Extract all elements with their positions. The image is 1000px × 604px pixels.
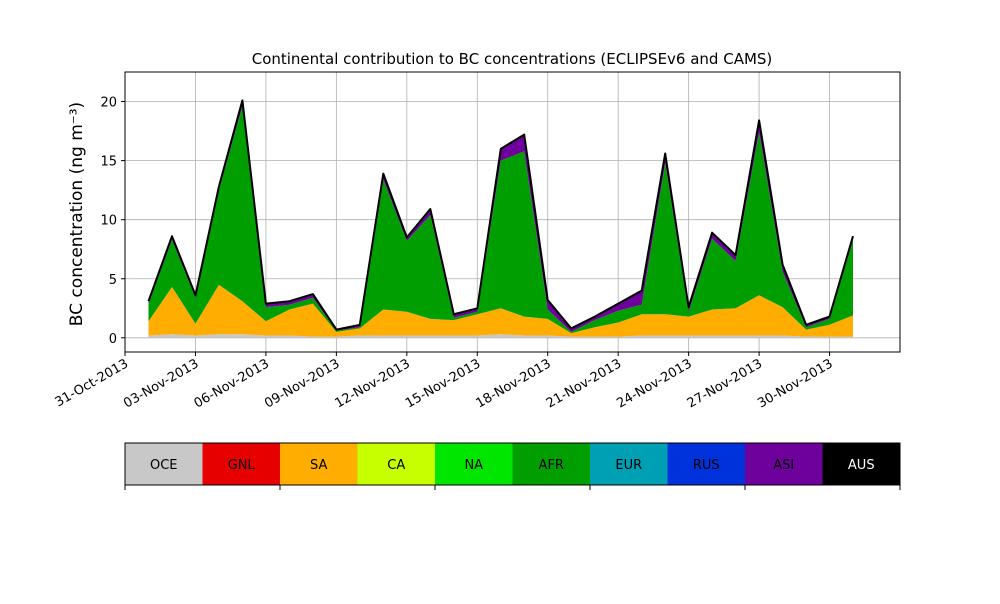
legend-label-na: NA [464,458,483,473]
legend-label-ca: CA [387,458,405,473]
x-tick-label: 12-Nov-2013 [333,356,413,411]
y-axis-ticks: 0 5 10 15 20 [100,96,125,347]
area-oce [148,334,853,338]
legend-swatch-ca [357,443,436,485]
chart-title: Continental contribution to BC concentra… [252,50,773,68]
area-sa [148,284,853,337]
x-tick-label: 18-Nov-2013 [473,356,553,411]
x-tick-label: 31-Oct-2013 [53,356,131,410]
stacked-areas [147,99,854,338]
x-tick-label: 09-Nov-2013 [262,356,342,411]
legend-swatch-afr [512,443,591,485]
x-axis-ticks: 31-Oct-201303-Nov-201306-Nov-201309-Nov-… [53,352,836,411]
y-tick-label: 20 [100,96,117,111]
y-tick-label: 15 [100,155,117,170]
legend-label-rus: RUS [693,458,720,473]
legend-swatch-sa [280,443,358,485]
y-tick-label: 10 [100,214,117,229]
legend-swatch-asi [745,443,823,485]
legend-label-aus: AUS [848,458,875,473]
y-tick-label: 0 [109,332,117,347]
legend-label-asi: ASI [773,458,794,473]
y-axis-label: BC concentration (ng m⁻³) [67,102,87,326]
legend-label-eur: EUR [615,458,642,473]
x-tick-label: 03-Nov-2013 [121,356,201,411]
total-line [147,99,854,331]
legend-label-sa: SA [310,458,327,473]
legend-swatch-oce [125,443,203,485]
legend-swatch-rus [667,443,746,485]
legend-swatch-gnl [202,443,281,485]
legend-frame [124,442,901,486]
plot-frame [124,71,901,353]
legend-swatch-eur [590,443,668,485]
x-tick-label: 24-Nov-2013 [614,356,694,411]
x-tick-label: 06-Nov-2013 [192,356,272,411]
x-tick-label: 21-Nov-2013 [544,356,624,411]
legend-swatch-aus [822,443,901,485]
legend-swatch-na [435,443,513,485]
legend-colorbar: OCE GNL SA CA NA AFR EUR RUS ASI AUS [124,442,901,490]
legend-label-oce: OCE [150,458,178,473]
x-tick-label: 30-Nov-2013 [755,356,835,411]
y-tick-label: 5 [109,273,117,288]
x-tick-label: 27-Nov-2013 [685,356,765,411]
x-tick-label: 15-Nov-2013 [403,356,483,411]
legend-label-gnl: GNL [228,458,256,473]
area-afr [148,106,853,334]
legend-label-afr: AFR [539,458,564,473]
